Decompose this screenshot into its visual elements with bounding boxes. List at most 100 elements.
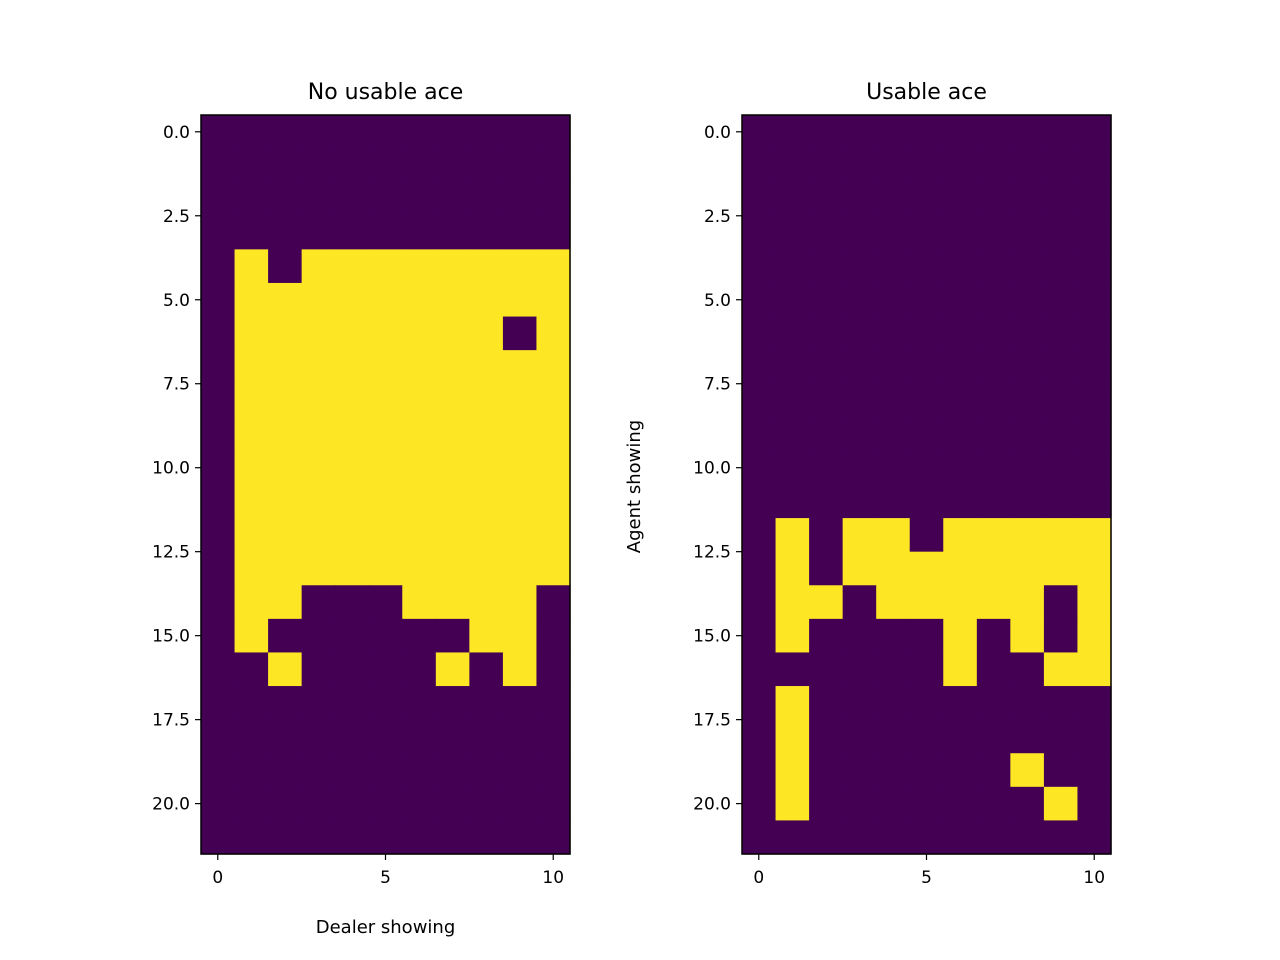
heatmap-cell-usable-ace [976,820,1011,855]
heatmap-cell-no-usable-ace [536,719,571,754]
heatmap-cell-no-usable-ace [469,417,504,452]
heatmap-cell-no-usable-ace [234,585,269,620]
heatmap-cell-no-usable-ace [502,786,538,822]
heatmap-cell-no-usable-ace [234,719,269,754]
heatmap-cell-usable-ace [1077,350,1112,385]
heatmap-cell-usable-ace [775,719,810,754]
heatmap-cell-usable-ace [1043,585,1079,620]
x-tick-label: 10 [542,868,564,888]
heatmap-cell-usable-ace [842,753,877,788]
x-axis-usable-ace: 0 5 10 [753,854,1105,888]
heatmap-cell-usable-ace [943,686,978,721]
heatmap-cell-no-usable-ace [201,686,236,721]
heatmap-cell-usable-ace [809,551,844,586]
heatmap-cell-usable-ace [1010,383,1045,418]
heatmap-cell-no-usable-ace [435,148,470,183]
heatmap-cell-no-usable-ace [402,450,437,486]
heatmap-cell-no-usable-ace [301,618,336,654]
heatmap-cell-no-usable-ace [201,719,236,754]
heatmap-cell-no-usable-ace [201,820,236,855]
heatmap-cell-usable-ace [809,249,844,284]
y-tick-label: 15.0 [152,627,190,647]
heatmap-cell-no-usable-ace [435,249,470,284]
heatmap-cell-no-usable-ace [469,282,504,318]
heatmap-cell-no-usable-ace [368,484,403,519]
heatmap-cell-no-usable-ace [201,316,236,351]
heatmap-cell-usable-ace [842,115,877,150]
heatmap-cell-no-usable-ace [368,182,403,217]
heatmap-cell-usable-ace [775,652,810,687]
heatmap-cell-usable-ace [742,249,777,284]
heatmap-cell-no-usable-ace [502,417,538,452]
y-tick-label: 10.0 [152,459,190,479]
heatmap-cell-usable-ace [943,484,978,519]
heatmap-cell-usable-ace [842,383,877,418]
x-tick-label: 5 [380,868,391,888]
heatmap-cell-usable-ace [1043,182,1079,217]
heatmap-cell-usable-ace [943,618,978,654]
heatmap-cell-usable-ace [1077,148,1112,183]
heatmap-cell-usable-ace [976,249,1011,284]
heatmap-cell-no-usable-ace [469,484,504,519]
heatmap-cell-no-usable-ace [268,820,303,855]
heatmap-cell-usable-ace [775,316,810,351]
heatmap-cell-usable-ace [1010,450,1045,486]
heatmap-cell-no-usable-ace [435,753,470,788]
heatmap-cell-no-usable-ace [368,115,403,150]
heatmap-cell-usable-ace [876,484,911,519]
heatmap-cell-usable-ace [809,148,844,183]
heatmap-cell-no-usable-ace [435,551,470,586]
heatmap-cell-no-usable-ace [268,585,303,620]
heatmap-cell-usable-ace [909,148,944,183]
heatmap-cell-no-usable-ace [469,652,504,687]
y-tick-label: 5.0 [704,291,731,311]
heatmap-cell-usable-ace [976,518,1011,553]
heatmap-cell-no-usable-ace [234,350,269,385]
heatmap-cell-no-usable-ace [201,182,236,217]
heatmap-cell-usable-ace [943,719,978,754]
heatmap-cell-usable-ace [976,686,1011,721]
heatmap-cell-usable-ace [976,350,1011,385]
heatmap-cell-no-usable-ace [502,316,538,351]
heatmap-cell-usable-ace [809,518,844,553]
heatmap-cell-no-usable-ace [502,551,538,586]
heatmap-cell-usable-ace [842,618,877,654]
heatmap-cell-no-usable-ace [268,518,303,553]
heatmap-cell-usable-ace [742,719,777,754]
heatmap-cell-no-usable-ace [402,686,437,721]
heatmap-cell-no-usable-ace [435,719,470,754]
heatmap-cell-usable-ace [809,618,844,654]
heatmap-cell-usable-ace [943,786,978,822]
heatmap-cell-no-usable-ace [268,618,303,654]
heatmap-cell-usable-ace [842,686,877,721]
heatmap-cell-no-usable-ace [536,282,571,318]
heatmap-cell-usable-ace [1043,148,1079,183]
heatmap-cell-no-usable-ace [502,618,538,654]
heatmap-cell-no-usable-ace [234,450,269,486]
heatmap-cell-no-usable-ace [201,518,236,553]
heatmap-cell-usable-ace [742,115,777,150]
heatmap-cell-no-usable-ace [402,417,437,452]
heatmap-cell-usable-ace [742,786,777,822]
heatmap-cell-no-usable-ace [435,417,470,452]
heatmap-cell-no-usable-ace [234,551,269,586]
heatmap-cell-no-usable-ace [536,618,571,654]
heatmap-cell-no-usable-ace [268,115,303,150]
heatmap-cell-no-usable-ace [301,417,336,452]
heatmap-cell-no-usable-ace [234,316,269,351]
heatmap-cell-no-usable-ace [234,518,269,553]
heatmap-cell-usable-ace [775,484,810,519]
heatmap-cell-no-usable-ace [469,786,504,822]
heatmap-cell-no-usable-ace [201,215,236,250]
panel-usable-ace: 0.0 2.5 5.0 7.5 10.0 12.5 15.0 17.5 20.0 0 5 10 Us… [624,80,1112,888]
heatmap-cell-no-usable-ace [335,383,370,418]
heatmap-cell-no-usable-ace [469,719,504,754]
heatmap-cell-no-usable-ace [469,585,504,620]
heatmap-cell-no-usable-ace [435,215,470,250]
heatmap-cell-usable-ace [876,518,911,553]
heatmap-cell-no-usable-ace [502,820,538,855]
heatmap-cell-no-usable-ace [402,316,437,351]
heatmap-cell-no-usable-ace [536,753,571,788]
y-tick-label: 20.0 [693,795,731,815]
heatmap-cell-no-usable-ace [234,484,269,519]
